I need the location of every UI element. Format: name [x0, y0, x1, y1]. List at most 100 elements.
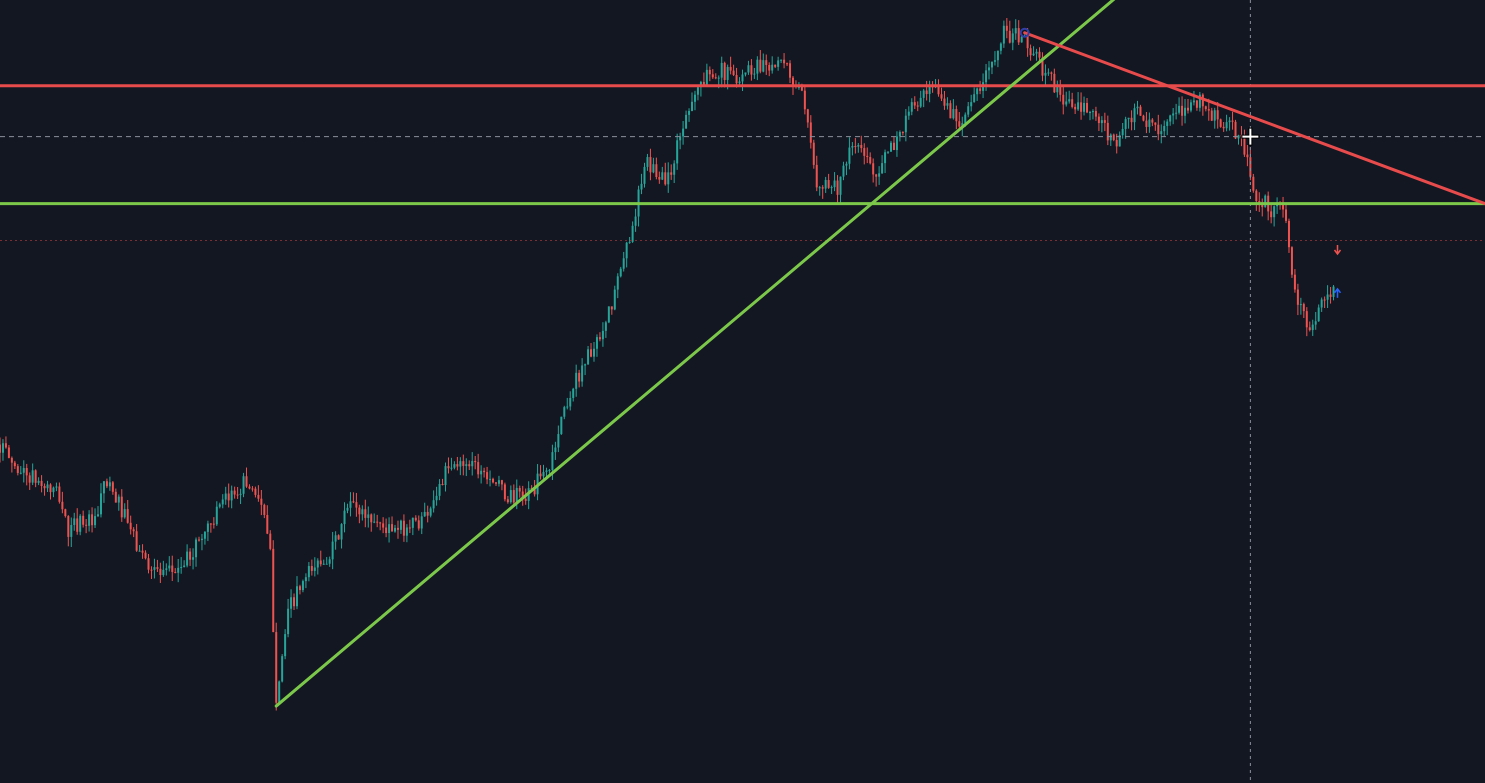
descending-trendline[interactable] [1023, 31, 1485, 206]
candle [1008, 20, 1011, 44]
candle [1255, 189, 1258, 211]
candle [263, 503, 266, 519]
candle [824, 176, 827, 193]
candle [1305, 307, 1308, 337]
candle [150, 566, 153, 579]
candle [129, 515, 132, 535]
candle [471, 452, 474, 476]
candle [444, 462, 447, 492]
candle [1237, 134, 1240, 145]
candle [759, 50, 762, 74]
candle [637, 185, 640, 227]
candle [316, 558, 319, 575]
candle [94, 508, 97, 528]
candle [809, 115, 812, 149]
candle [486, 466, 489, 485]
candle [382, 517, 385, 534]
candle [922, 88, 925, 108]
candle [661, 166, 664, 181]
candle [572, 387, 575, 402]
candle [536, 464, 539, 501]
candle [789, 60, 792, 84]
candle [1136, 100, 1139, 115]
candle [251, 486, 254, 492]
candle [402, 514, 405, 542]
candle [777, 56, 780, 71]
candle [1029, 44, 1032, 61]
candle [1189, 99, 1192, 113]
candle [1091, 109, 1094, 120]
candle [420, 512, 423, 535]
markers-layer [1019, 27, 1342, 298]
candle [423, 502, 426, 517]
candle [349, 492, 352, 517]
candle [1195, 100, 1198, 111]
candle [355, 492, 358, 517]
candle [1231, 111, 1234, 130]
candle [762, 53, 765, 73]
candle [168, 556, 171, 572]
candle [1258, 192, 1261, 212]
candle [49, 483, 52, 500]
candle [729, 56, 732, 75]
candle [581, 358, 584, 387]
candle [943, 91, 946, 110]
candle [480, 465, 483, 484]
candle [595, 334, 598, 357]
candle [554, 441, 557, 460]
candle [750, 59, 753, 81]
candle [61, 491, 64, 514]
candle [278, 680, 281, 704]
candle [863, 143, 866, 165]
ascending-trendline[interactable] [274, 0, 1145, 708]
candle [518, 485, 521, 498]
candle [548, 468, 551, 474]
candle [120, 489, 123, 522]
crosshair-cursor-icon [1241, 127, 1260, 146]
candle [1124, 116, 1127, 139]
candle [1047, 68, 1050, 76]
candle [192, 548, 195, 570]
candle [1273, 205, 1276, 227]
candle [337, 534, 340, 540]
candle [682, 121, 685, 145]
candle [979, 80, 982, 95]
candle [13, 460, 16, 470]
candle [364, 499, 367, 528]
candle [640, 173, 643, 195]
candle [22, 460, 25, 483]
candle [180, 557, 183, 574]
candle [1228, 117, 1231, 131]
candle [340, 523, 343, 549]
candle [658, 171, 661, 184]
candle [275, 622, 278, 711]
candle [714, 73, 717, 80]
candle [171, 555, 174, 581]
pivot-circle-icon[interactable] [1019, 27, 1030, 38]
candle [162, 560, 165, 577]
candle [388, 517, 391, 543]
candle [1050, 71, 1053, 81]
candle [890, 140, 892, 152]
candle [346, 503, 349, 514]
candle [780, 59, 783, 64]
candle [456, 456, 459, 471]
candle [1213, 107, 1216, 129]
candle [587, 345, 590, 365]
candle [1320, 297, 1323, 312]
candle [1062, 86, 1065, 115]
candle [1088, 110, 1091, 121]
candle [227, 483, 230, 508]
candle [408, 519, 411, 534]
candle [450, 457, 453, 471]
candle [601, 322, 604, 347]
candle [560, 416, 563, 435]
candle [598, 332, 601, 342]
candle [37, 477, 40, 486]
candle [1210, 107, 1213, 122]
candle [887, 151, 890, 154]
candle [783, 53, 786, 69]
